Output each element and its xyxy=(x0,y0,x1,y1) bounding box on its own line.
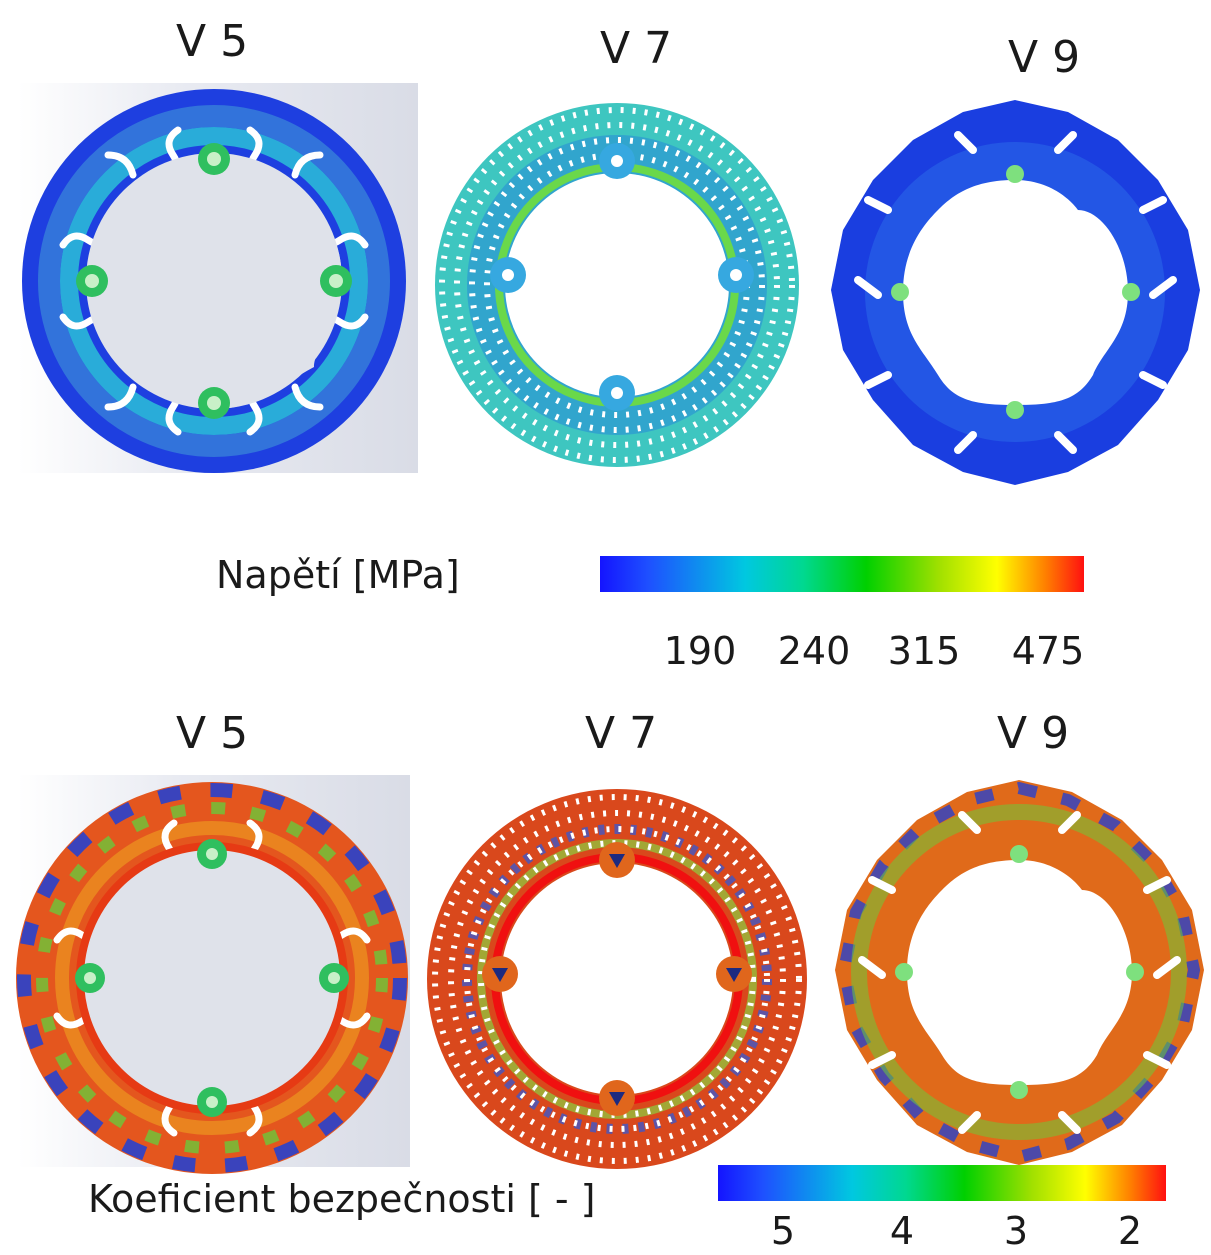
label-top-v5: V 5 xyxy=(176,16,249,67)
tick-stress-1: 190 xyxy=(663,629,737,673)
tick-safety-1: 5 xyxy=(770,1209,796,1253)
disc-top-v7 xyxy=(435,103,799,467)
disc-bottom-v7 xyxy=(427,789,807,1169)
label-bottom-v5: V 5 xyxy=(176,708,249,759)
tick-stress-2: 240 xyxy=(777,629,851,673)
tick-safety-3: 3 xyxy=(1003,1209,1029,1253)
tick-safety-4: 2 xyxy=(1117,1209,1143,1253)
disc-bottom-v9 xyxy=(835,780,1204,1165)
legend-title-stress: Napětí [MPa] xyxy=(216,553,460,597)
label-top-v7: V 7 xyxy=(600,23,673,74)
colorbar-stress xyxy=(600,556,1084,592)
label-bottom-v7: V 7 xyxy=(585,708,658,759)
disc-top-v5 xyxy=(22,89,406,473)
legend-title-safety: Koeficient bezpečnosti [ - ] xyxy=(88,1177,596,1221)
label-top-v9: V 9 xyxy=(1008,32,1081,83)
tick-stress-4: 475 xyxy=(1011,629,1085,673)
colorbar-safety xyxy=(718,1165,1166,1201)
disc-top-v9 xyxy=(831,100,1200,485)
label-bottom-v9: V 9 xyxy=(997,708,1070,759)
tick-stress-3: 315 xyxy=(887,629,961,673)
disc-bottom-v5 xyxy=(16,782,408,1174)
tick-safety-2: 4 xyxy=(889,1209,915,1253)
